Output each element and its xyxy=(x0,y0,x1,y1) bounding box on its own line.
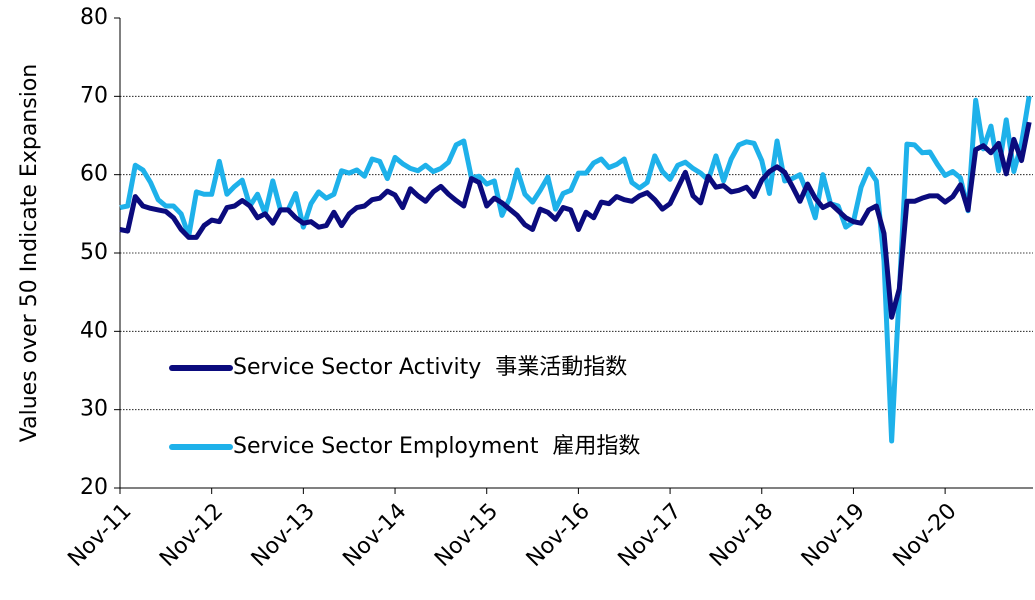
x-tick-label: Nov-12 xyxy=(155,499,228,572)
y-axis-label: Values over 50 Indicate Expansion xyxy=(17,64,42,442)
x-tick-label: Nov-20 xyxy=(889,499,962,572)
x-tick-label: Nov-11 xyxy=(63,499,136,572)
x-tick-label: Nov-15 xyxy=(430,499,503,572)
data-line xyxy=(119,121,1032,320)
x-tick-label: Nov-13 xyxy=(247,499,320,572)
y-tick-label: 30 xyxy=(80,397,108,422)
legend-label: Service Sector Employment 雇用指数 xyxy=(233,434,640,459)
y-tick-label: 60 xyxy=(80,162,108,187)
data-line xyxy=(119,95,1032,444)
x-tick-label: Nov-19 xyxy=(797,499,870,572)
y-tick-label: 80 xyxy=(80,5,108,30)
y-tick-label: 40 xyxy=(80,318,108,343)
y-tick-label: 70 xyxy=(80,83,108,108)
x-tick-label: Nov-14 xyxy=(338,499,411,572)
y-tick-label: 50 xyxy=(80,240,108,265)
x-tick-label: Nov-16 xyxy=(522,499,595,572)
x-tick-label: Nov-17 xyxy=(614,499,687,572)
x-tick-label: Nov-18 xyxy=(705,499,778,572)
y-tick-label: 20 xyxy=(80,475,108,500)
legend-label: Service Sector Activity 事業活動指数 xyxy=(233,355,627,380)
